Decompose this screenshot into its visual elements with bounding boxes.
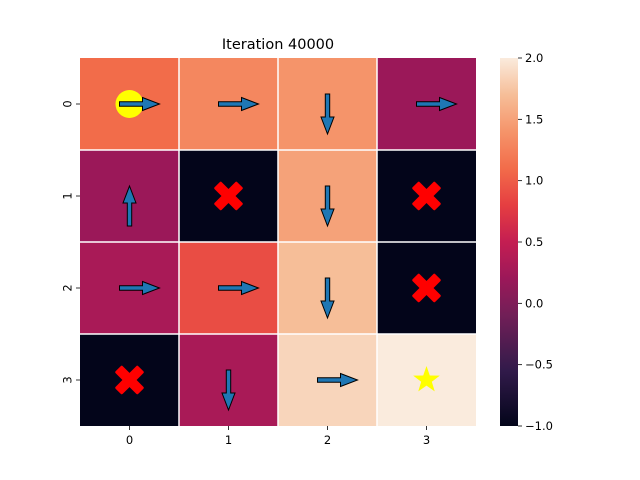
arrow-right-icon [317,372,359,388]
x-tick-label: 1 [225,433,232,447]
arrow-right-icon [119,96,161,112]
colorbar-tick-label: 1.0 [525,174,543,188]
obstacle-bar [412,273,441,303]
colorbar-tick-label: −1.0 [525,419,553,433]
arrow-right-icon [218,280,260,296]
colorbar-tick-label: 1.5 [525,112,543,126]
goal-star-icon [413,366,440,392]
obstacle-bar [412,181,441,211]
obstacle-bar [115,365,144,395]
colorbar-tick-label: 0.0 [525,296,543,310]
arrow-down-icon [221,369,236,412]
colorbar-tick-label: −0.5 [525,358,553,372]
colorbar-gradient [500,58,518,426]
axes: 0 1 2 3 0 1 2 3 [61,100,431,447]
y-tick-label: 0 [61,100,75,107]
y-tick-label: 3 [61,376,75,383]
arrow-right-icon [218,96,260,112]
y-tick-label: 2 [61,284,75,291]
arrow-down-icon [320,185,335,228]
cell-markers [115,90,458,412]
x-tick-label: 3 [423,433,430,447]
obstacle-x-icon [412,181,441,211]
y-tick-label: 1 [61,192,75,199]
heatmap-cells [80,58,476,426]
obstacle-x-icon [412,273,441,303]
x-tick-label: 2 [324,433,331,447]
x-tick-label: 0 [126,433,133,447]
arrow-right-icon [119,280,161,296]
chart-title: Iteration 40000 [222,37,334,53]
arrow-right-icon [416,96,458,112]
colorbar: −1.0 −0.5 0.0 0.5 1.0 1.5 2.0 [500,51,553,433]
obstacle-x-icon [115,365,144,395]
colorbar-tick-label: 2.0 [525,51,543,65]
arrow-down-icon [320,93,335,136]
arrow-up-icon [122,184,137,227]
obstacle-bar [214,181,243,211]
colorbar-tick-label: 0.5 [525,235,543,249]
obstacle-x-icon [214,181,243,211]
arrow-down-icon [320,277,335,320]
